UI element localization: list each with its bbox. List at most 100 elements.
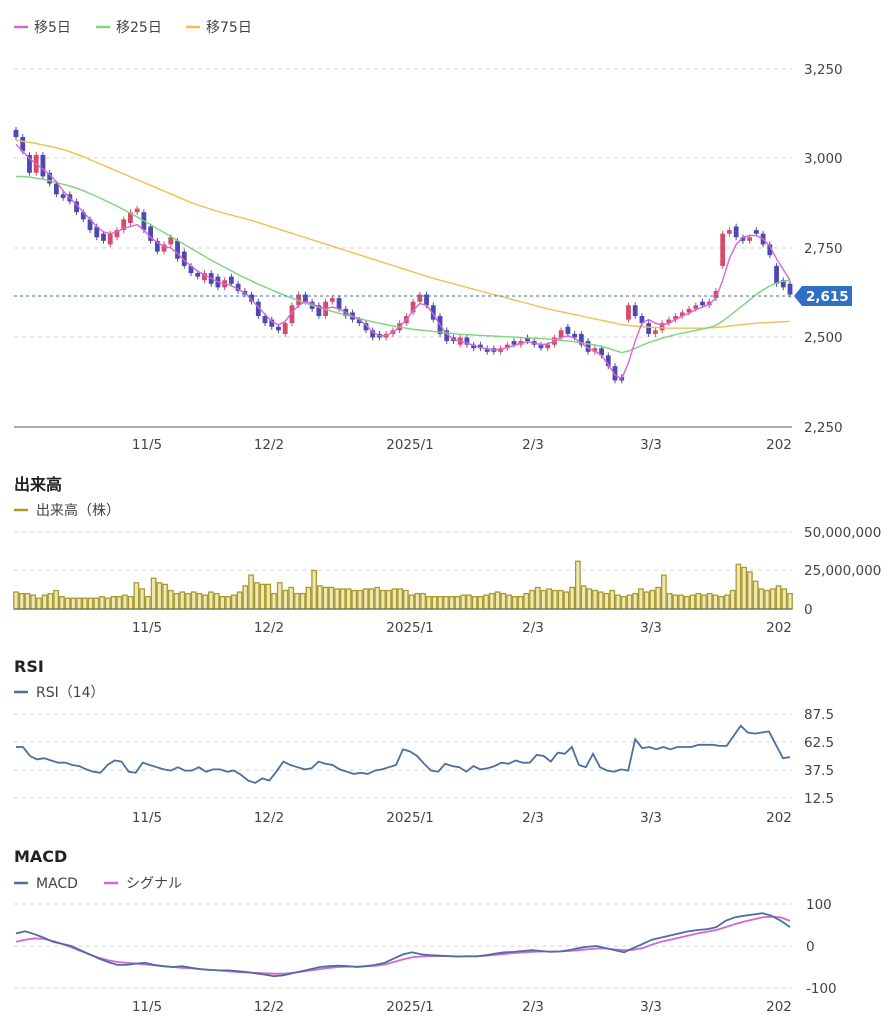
ma5-legend-label: 移5日: [34, 20, 71, 36]
volume-bar: [511, 596, 518, 610]
candlestick: [484, 345, 490, 355]
candle-body: [175, 240, 180, 259]
volume-bar: [620, 596, 627, 610]
candlestick: [498, 345, 503, 355]
candle-body: [727, 230, 732, 234]
macd-y-axis: 100 0 -100: [806, 897, 837, 997]
candle-body: [774, 265, 779, 284]
x-tick: 2025/1: [386, 810, 434, 826]
volume-bar: [557, 589, 564, 610]
volume-bar: [362, 588, 369, 610]
candlestick: [410, 298, 416, 316]
candlestick: [134, 205, 140, 216]
volume-bar: [626, 594, 633, 610]
volume-bar: [769, 588, 776, 610]
volume-bar: [259, 583, 266, 610]
candlestick: [249, 291, 254, 305]
price-y-tick: 3,250: [804, 62, 843, 78]
volume-bar: [294, 592, 300, 610]
volume-bar: [552, 589, 558, 610]
candle-body: [471, 344, 477, 349]
macd-legend-label: MACD: [36, 876, 78, 892]
candle-body: [27, 154, 32, 173]
volume-bar: [701, 594, 707, 610]
volume-bar: [781, 588, 788, 610]
volume-bar: [248, 574, 254, 610]
volume-bar: [506, 594, 512, 610]
candle-body: [235, 283, 241, 291]
volume-bar: [460, 594, 467, 610]
candle-body: [410, 301, 416, 313]
volume-bar: [328, 586, 335, 610]
volume-y-axis: 50,000,000 25,000,000 0: [804, 525, 881, 618]
volume-bar: [534, 586, 541, 610]
candle-body: [484, 348, 490, 352]
candle-body: [666, 319, 672, 324]
volume-bar: [500, 592, 507, 610]
volume-bar: [746, 571, 753, 610]
candlestick: [471, 341, 477, 352]
volume-bar: [678, 594, 684, 610]
volume-bar: [655, 586, 662, 610]
candle-body: [599, 348, 604, 356]
x-tick: 2/3: [522, 810, 544, 826]
candlestick: [289, 302, 295, 327]
volume-bar: [764, 589, 770, 610]
current-price-tag-shape: [794, 286, 852, 306]
volume-bar: [58, 596, 65, 610]
volume-bar: [425, 596, 432, 610]
volume-bar: [466, 594, 472, 610]
candle-body: [370, 330, 376, 338]
candle-body: [356, 319, 362, 324]
rsi-y-tick: 37.5: [804, 763, 834, 779]
candle-body: [316, 305, 322, 317]
candlestick: [316, 302, 322, 319]
volume-bar: [110, 596, 117, 610]
price-y-tick: 2,250: [804, 420, 843, 436]
volume-bar: [374, 586, 381, 610]
candle-body: [498, 348, 503, 352]
candle-body: [639, 316, 645, 324]
macd-y-tick: 100: [806, 897, 832, 913]
rsi-line: [16, 724, 791, 784]
candle-body: [585, 341, 591, 352]
candle-body: [693, 305, 699, 309]
candle-body: [646, 323, 652, 334]
current-price-tag: 2,615: [794, 286, 852, 306]
candlestick: [148, 223, 154, 244]
candle-body: [626, 305, 631, 320]
candlestick: [370, 327, 376, 341]
candle-body: [578, 333, 584, 345]
candle-body: [565, 326, 571, 334]
candle-body: [80, 212, 86, 220]
volume-legend-label: 出来高（株）: [36, 502, 120, 519]
x-tick: 2/3: [522, 620, 544, 636]
volume-bar: [53, 589, 60, 610]
candlestick: [121, 216, 127, 233]
candlestick: [592, 345, 598, 355]
x-tick: 11/5: [132, 620, 162, 636]
candlestick: [269, 316, 275, 330]
volume-bar: [683, 596, 690, 610]
volume-bar: [162, 583, 168, 610]
volume-bar: [408, 594, 415, 610]
candle-body: [148, 226, 154, 241]
candlestick: [262, 313, 268, 327]
volume-bar: [706, 592, 713, 610]
volume-bar: [517, 596, 524, 610]
candlestick: [740, 234, 746, 244]
price-legend: 移5日 移25日 移75日: [14, 20, 252, 36]
candle-body: [282, 323, 288, 334]
volume-bar: [339, 588, 346, 610]
macd-y-tick: 0: [806, 939, 815, 955]
volume-bar: [724, 594, 730, 610]
signal-line: [15, 915, 791, 975]
candle-body: [659, 323, 665, 331]
candle-body: [289, 305, 295, 324]
volume-bar: [443, 596, 449, 610]
candlestick: [464, 334, 470, 348]
ma75-line: [15, 139, 791, 329]
candlestick: [444, 327, 450, 344]
candlestick: [27, 152, 32, 176]
candle-body: [652, 330, 658, 334]
